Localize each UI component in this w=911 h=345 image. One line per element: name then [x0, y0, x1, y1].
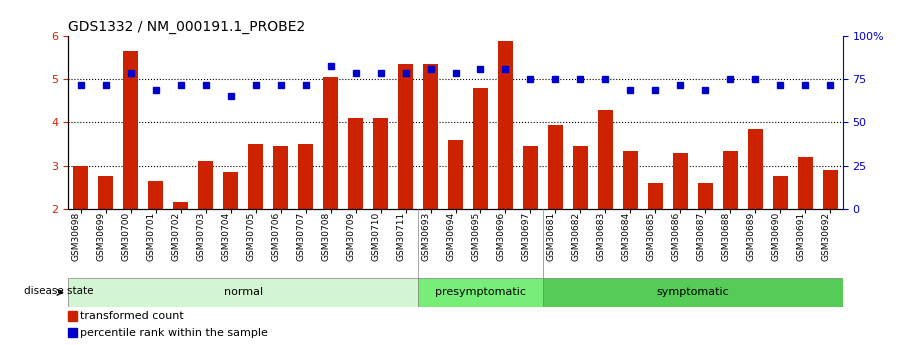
Text: GSM30686: GSM30686 [671, 212, 681, 262]
Text: GSM30685: GSM30685 [646, 212, 655, 262]
Bar [298, 144, 313, 209]
Text: GSM30681: GSM30681 [547, 212, 556, 262]
Text: GSM30695: GSM30695 [472, 212, 480, 262]
Text: GSM30687: GSM30687 [696, 212, 705, 262]
Text: GSM30692: GSM30692 [821, 212, 830, 261]
Bar [418, 278, 543, 307]
Bar [323, 77, 338, 209]
Text: GSM30706: GSM30706 [271, 212, 281, 262]
Bar [673, 152, 688, 209]
Text: GSM30698: GSM30698 [72, 212, 81, 262]
Bar [73, 166, 88, 209]
Text: GSM30702: GSM30702 [172, 212, 180, 261]
Text: GSM30704: GSM30704 [221, 212, 230, 261]
Bar [722, 150, 738, 209]
Text: GSM30707: GSM30707 [297, 212, 305, 262]
Bar [798, 157, 813, 209]
Bar [199, 161, 213, 209]
Text: GSM30711: GSM30711 [396, 212, 405, 262]
Text: GSM30682: GSM30682 [571, 212, 580, 261]
Bar [423, 64, 438, 209]
Bar [148, 181, 163, 209]
Text: GSM30701: GSM30701 [147, 212, 156, 262]
Text: symptomatic: symptomatic [657, 287, 729, 297]
Bar [598, 109, 613, 209]
Text: GSM30684: GSM30684 [621, 212, 630, 261]
Text: GSM30690: GSM30690 [772, 212, 780, 262]
Bar [348, 118, 363, 209]
Text: GDS1332 / NM_000191.1_PROBE2: GDS1332 / NM_000191.1_PROBE2 [68, 20, 305, 34]
Text: GSM30694: GSM30694 [446, 212, 456, 261]
Text: GSM30708: GSM30708 [322, 212, 331, 262]
Text: GSM30693: GSM30693 [422, 212, 431, 262]
Text: GSM30697: GSM30697 [521, 212, 530, 262]
Text: GSM30705: GSM30705 [247, 212, 256, 262]
Text: GSM30696: GSM30696 [496, 212, 506, 262]
Bar [548, 125, 563, 209]
Bar [473, 88, 488, 209]
Text: disease state: disease state [24, 286, 94, 296]
Bar [823, 170, 838, 209]
Bar [398, 64, 413, 209]
Text: GSM30699: GSM30699 [97, 212, 106, 262]
Bar [648, 183, 663, 209]
Bar [98, 176, 113, 209]
Bar [123, 51, 138, 209]
Bar [623, 150, 638, 209]
Bar [573, 146, 588, 209]
Bar [173, 202, 189, 209]
Bar [223, 172, 238, 209]
Text: GSM30703: GSM30703 [197, 212, 206, 262]
Bar [498, 40, 513, 209]
Text: GSM30710: GSM30710 [372, 212, 381, 262]
Text: GSM30709: GSM30709 [346, 212, 355, 262]
Bar [374, 118, 388, 209]
Text: normal: normal [223, 287, 262, 297]
Bar [748, 129, 763, 209]
Bar [543, 278, 843, 307]
Bar [773, 176, 788, 209]
Bar [273, 146, 288, 209]
Bar [68, 328, 77, 337]
Bar [248, 144, 263, 209]
Text: GSM30700: GSM30700 [122, 212, 131, 262]
Text: GSM30691: GSM30691 [796, 212, 805, 262]
Bar [68, 311, 77, 321]
Text: GSM30688: GSM30688 [722, 212, 731, 262]
Bar [68, 278, 418, 307]
Text: percentile rank within the sample: percentile rank within the sample [80, 328, 268, 337]
Bar [523, 146, 537, 209]
Text: GSM30683: GSM30683 [597, 212, 606, 262]
Bar [698, 183, 712, 209]
Text: transformed count: transformed count [80, 311, 184, 321]
Text: GSM30689: GSM30689 [746, 212, 755, 262]
Bar [448, 140, 463, 209]
Text: presymptomatic: presymptomatic [435, 287, 526, 297]
